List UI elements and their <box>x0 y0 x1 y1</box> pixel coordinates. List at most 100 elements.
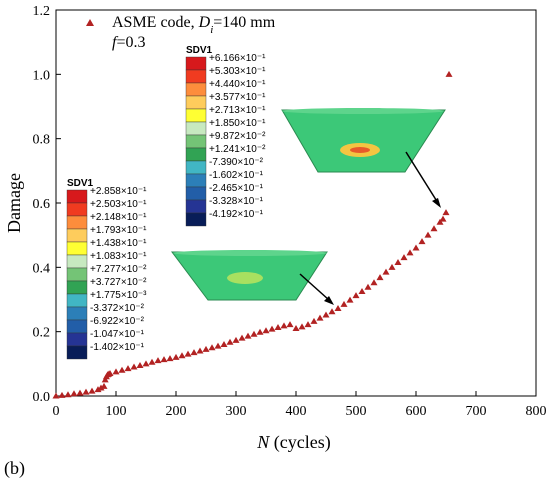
colorbar-swatch <box>185 69 207 84</box>
colorbar-label: -3.372×10⁻² <box>90 303 145 314</box>
colorbar-label: +6.166×10⁻¹ <box>209 53 266 64</box>
data-point <box>136 361 144 368</box>
data-point <box>370 279 378 286</box>
colorbar-title: SDV1 <box>186 45 213 56</box>
data-point <box>364 283 372 290</box>
data-point <box>166 355 174 362</box>
colorbar-swatch <box>185 134 207 149</box>
colorbar-swatch <box>66 319 88 334</box>
colorbar-title: SDV1 <box>67 178 94 189</box>
x-tick-label: 200 <box>166 404 187 419</box>
data-point <box>70 390 78 397</box>
colorbar-label: +1.793×10⁻¹ <box>90 225 147 236</box>
legend-line-2: f=0.3 <box>112 34 145 51</box>
y-tick-label: 0.2 <box>33 326 51 341</box>
annotation-arrows <box>299 151 441 305</box>
colorbar-label: +4.440×10⁻¹ <box>209 79 266 90</box>
legend: ASME code, Di=140 mm f=0.3 <box>86 14 276 51</box>
y-tick-label: 1.0 <box>33 68 51 83</box>
data-point <box>310 317 318 324</box>
colorbar-swatch <box>66 280 88 295</box>
data-point <box>58 391 66 398</box>
colorbar-swatch <box>66 306 88 321</box>
colorbar-swatch <box>66 293 88 308</box>
data-point <box>101 376 109 383</box>
colorbar-swatch <box>185 56 207 71</box>
y-tick-label: 0.6 <box>33 197 51 212</box>
colorbar-upper: SDV1+6.166×10⁻¹ +5.303×10⁻¹ +4.440×10⁻¹ +3.… <box>185 45 266 227</box>
colorbar-label: -1.602×10⁻¹ <box>209 170 264 181</box>
x-tick-label: 300 <box>226 404 247 419</box>
data-point <box>406 249 414 256</box>
data-point <box>256 328 264 335</box>
data-point <box>358 287 366 294</box>
data-point <box>292 324 300 331</box>
colorbar-label: -3.328×10⁻¹ <box>209 196 264 207</box>
x-tick-label: 600 <box>406 404 427 419</box>
data-point <box>88 387 96 394</box>
colorbar-label: +1.438×10⁻¹ <box>90 238 147 249</box>
colorbar-label: -2.465×10⁻¹ <box>209 183 264 194</box>
data-point <box>445 70 453 77</box>
x-tick-label: 0 <box>53 404 60 419</box>
colorbar-label: +1.850×10⁻¹ <box>209 118 266 129</box>
data-point <box>244 332 252 339</box>
colorbar-label: +3.727×10⁻² <box>90 277 147 288</box>
data-point <box>250 330 258 337</box>
colorbar-swatch <box>66 215 88 230</box>
data-point <box>304 321 312 328</box>
colorbar-label: +7.277×10⁻² <box>90 264 147 275</box>
data-point <box>328 308 336 315</box>
data-point <box>238 334 246 341</box>
data-point <box>130 363 138 370</box>
x-tick-label: 500 <box>346 404 367 419</box>
colorbar-label: -1.402×10⁻¹ <box>90 342 145 353</box>
data-point <box>424 231 432 238</box>
data-point <box>52 392 60 399</box>
data-point <box>280 322 288 329</box>
data-point <box>100 382 108 389</box>
x-axis: 0 100 200 300 400 500 600 700 800 <box>53 391 547 419</box>
colorbar-swatch <box>66 241 88 256</box>
data-point <box>106 369 114 376</box>
data-point <box>436 218 444 225</box>
y-tick-label: 1.2 <box>33 4 51 19</box>
colorbar-label: +9.872×10⁻² <box>209 131 266 142</box>
data-point <box>64 391 72 398</box>
data-point <box>316 314 324 321</box>
data-point <box>94 386 102 393</box>
data-point <box>178 352 186 359</box>
colorbar-swatch <box>185 95 207 110</box>
legend-line-1: ASME code, Di=140 mm <box>112 14 276 36</box>
colorbar-swatch <box>185 147 207 162</box>
x-tick-label: 700 <box>466 404 487 419</box>
data-point <box>376 274 384 281</box>
data-point <box>154 357 162 364</box>
fe-model-lower <box>171 250 328 301</box>
colorbar-swatch <box>66 189 88 204</box>
data-point <box>112 368 120 375</box>
colorbar-swatch <box>66 332 88 347</box>
data-point <box>322 311 330 318</box>
data-point <box>262 327 270 334</box>
colorbar-label: -7.390×10⁻² <box>209 157 264 168</box>
data-point <box>226 338 234 345</box>
data-point <box>268 325 276 332</box>
colorbar-swatch <box>66 254 88 269</box>
colorbar-swatch <box>185 199 207 214</box>
colorbar-swatch <box>185 173 207 188</box>
data-point <box>382 268 390 275</box>
colorbar-swatch <box>66 228 88 243</box>
data-point <box>184 350 192 357</box>
data-point <box>334 305 342 312</box>
data-point <box>340 300 348 307</box>
colorbar-label: -6.922×10⁻² <box>90 316 145 327</box>
data-point <box>394 259 402 266</box>
x-tick-label: 100 <box>106 404 127 419</box>
colorbar-label: +2.148×10⁻¹ <box>90 212 147 223</box>
data-point <box>232 336 240 343</box>
data-point <box>286 321 294 328</box>
panel-label: (b) <box>4 458 25 479</box>
colorbar-swatch <box>185 121 207 136</box>
colorbar-swatch <box>185 186 207 201</box>
